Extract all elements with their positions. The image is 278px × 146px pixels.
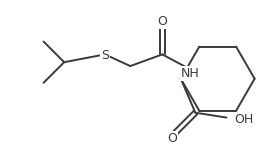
- Text: S: S: [101, 49, 109, 62]
- Text: O: O: [157, 15, 167, 28]
- Text: OH: OH: [234, 113, 254, 126]
- Text: NH: NH: [181, 67, 200, 80]
- Text: O: O: [167, 132, 177, 145]
